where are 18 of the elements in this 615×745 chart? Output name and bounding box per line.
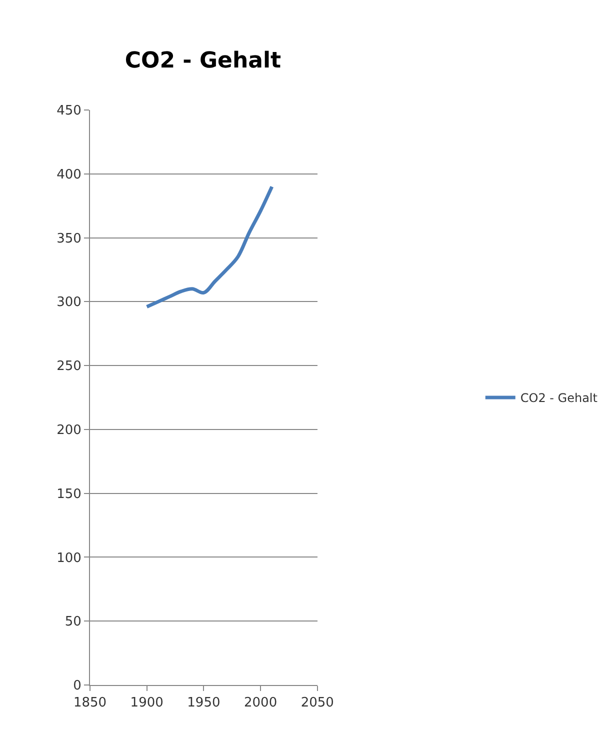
x-tick-label: 1900	[130, 696, 164, 711]
y-tick-label: 100	[56, 550, 82, 566]
y-tick-label: 0	[73, 678, 82, 694]
y-tick-label: 250	[56, 359, 82, 374]
y-tick-label: 150	[56, 486, 82, 502]
x-tick-label: 1950	[187, 696, 220, 711]
y-tick-label: 400	[56, 167, 82, 182]
line-series	[145, 184, 274, 309]
y-tick-label: 450	[56, 104, 82, 119]
x-tick-label: 2050	[300, 696, 334, 711]
x-tick-label: 1850	[73, 696, 107, 711]
y-tick-label: 200	[56, 422, 82, 438]
y-tick-label: 300	[56, 295, 82, 310]
x-tick-label: 2000	[244, 696, 278, 711]
y-tick-label: 50	[64, 614, 82, 630]
legend-label: CO2 - Gehalt	[520, 391, 598, 406]
y-tick-label: 350	[56, 231, 82, 246]
chart-title: CO2 - Gehalt	[124, 48, 282, 74]
